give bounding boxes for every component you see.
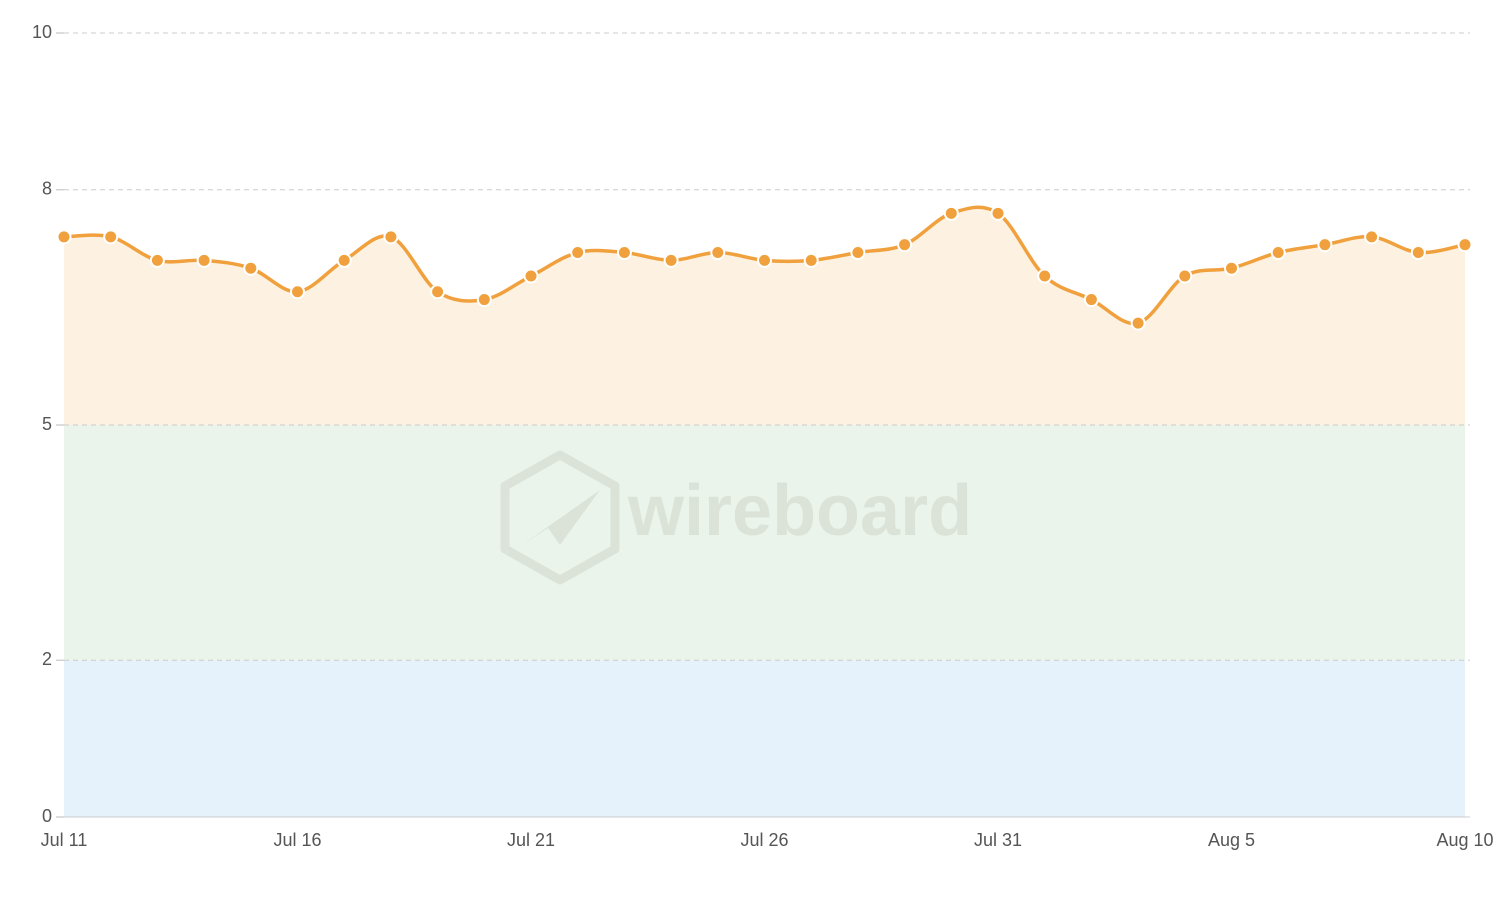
point <box>710 245 726 261</box>
band <box>64 660 1465 817</box>
point <box>476 292 492 308</box>
point <box>383 229 399 245</box>
point <box>663 252 679 268</box>
watermark-icon <box>500 450 620 585</box>
point <box>1224 260 1239 276</box>
point <box>897 237 913 253</box>
point <box>430 284 446 300</box>
point <box>149 252 165 268</box>
y-tick-label: 5 <box>42 414 52 434</box>
y-tick-label: 0 <box>42 806 52 826</box>
y-tick-label: 2 <box>42 649 52 669</box>
grid: 0 2 5 8 10 <box>32 22 1470 826</box>
point <box>1317 237 1333 253</box>
x-tick-label: Aug 10 <box>1436 830 1493 850</box>
point <box>1364 229 1380 245</box>
point <box>850 245 866 261</box>
point <box>1177 268 1193 284</box>
y-tick-label: 8 <box>42 179 52 199</box>
y-tick-label: 10 <box>32 22 52 42</box>
x-tick-label: Aug 5 <box>1208 830 1255 850</box>
watermark-check <box>522 490 600 545</box>
point <box>943 205 959 221</box>
point <box>616 245 632 261</box>
point <box>196 252 212 268</box>
x-tick-label: Jul 26 <box>740 830 788 850</box>
point <box>1410 245 1426 261</box>
point <box>56 229 72 245</box>
point <box>990 205 1006 221</box>
band <box>64 425 1465 661</box>
x-tick-label: Jul 16 <box>273 830 321 850</box>
x-tick-label: Jul 31 <box>974 830 1022 850</box>
point <box>523 268 539 284</box>
point <box>1083 292 1099 308</box>
x-tick-label: Jul 11 <box>41 830 88 850</box>
point <box>1037 268 1053 284</box>
point <box>103 229 119 245</box>
bands <box>64 207 1465 817</box>
watermark-text: wireboard <box>627 471 972 551</box>
plot: Jul 11 Jul 16 Jul 21 Jul 26 Jul 31 Aug 5 Aug 1… <box>41 205 1494 850</box>
area <box>64 207 1465 425</box>
point <box>243 260 259 276</box>
point <box>570 245 586 261</box>
point <box>757 252 772 268</box>
point <box>803 252 819 268</box>
point <box>336 252 352 268</box>
point <box>1130 315 1146 331</box>
point <box>1457 237 1473 253</box>
point <box>1270 245 1286 261</box>
point <box>290 284 305 300</box>
watermark: wireboard <box>500 450 972 585</box>
x-tick-label: Jul 21 <box>507 830 555 850</box>
